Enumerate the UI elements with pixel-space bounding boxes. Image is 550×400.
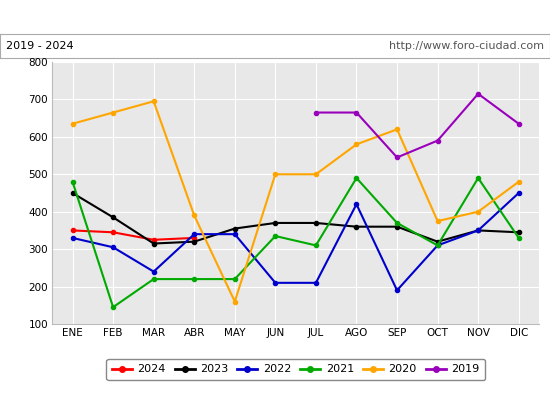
Legend: 2024, 2023, 2022, 2021, 2020, 2019: 2024, 2023, 2022, 2021, 2020, 2019 xyxy=(106,359,485,380)
Text: Evolucion Nº Turistas Nacionales en el municipio de Arroyo de San Serván: Evolucion Nº Turistas Nacionales en el m… xyxy=(19,10,531,24)
Text: 2019 - 2024: 2019 - 2024 xyxy=(6,41,73,51)
Text: http://www.foro-ciudad.com: http://www.foro-ciudad.com xyxy=(389,41,544,51)
